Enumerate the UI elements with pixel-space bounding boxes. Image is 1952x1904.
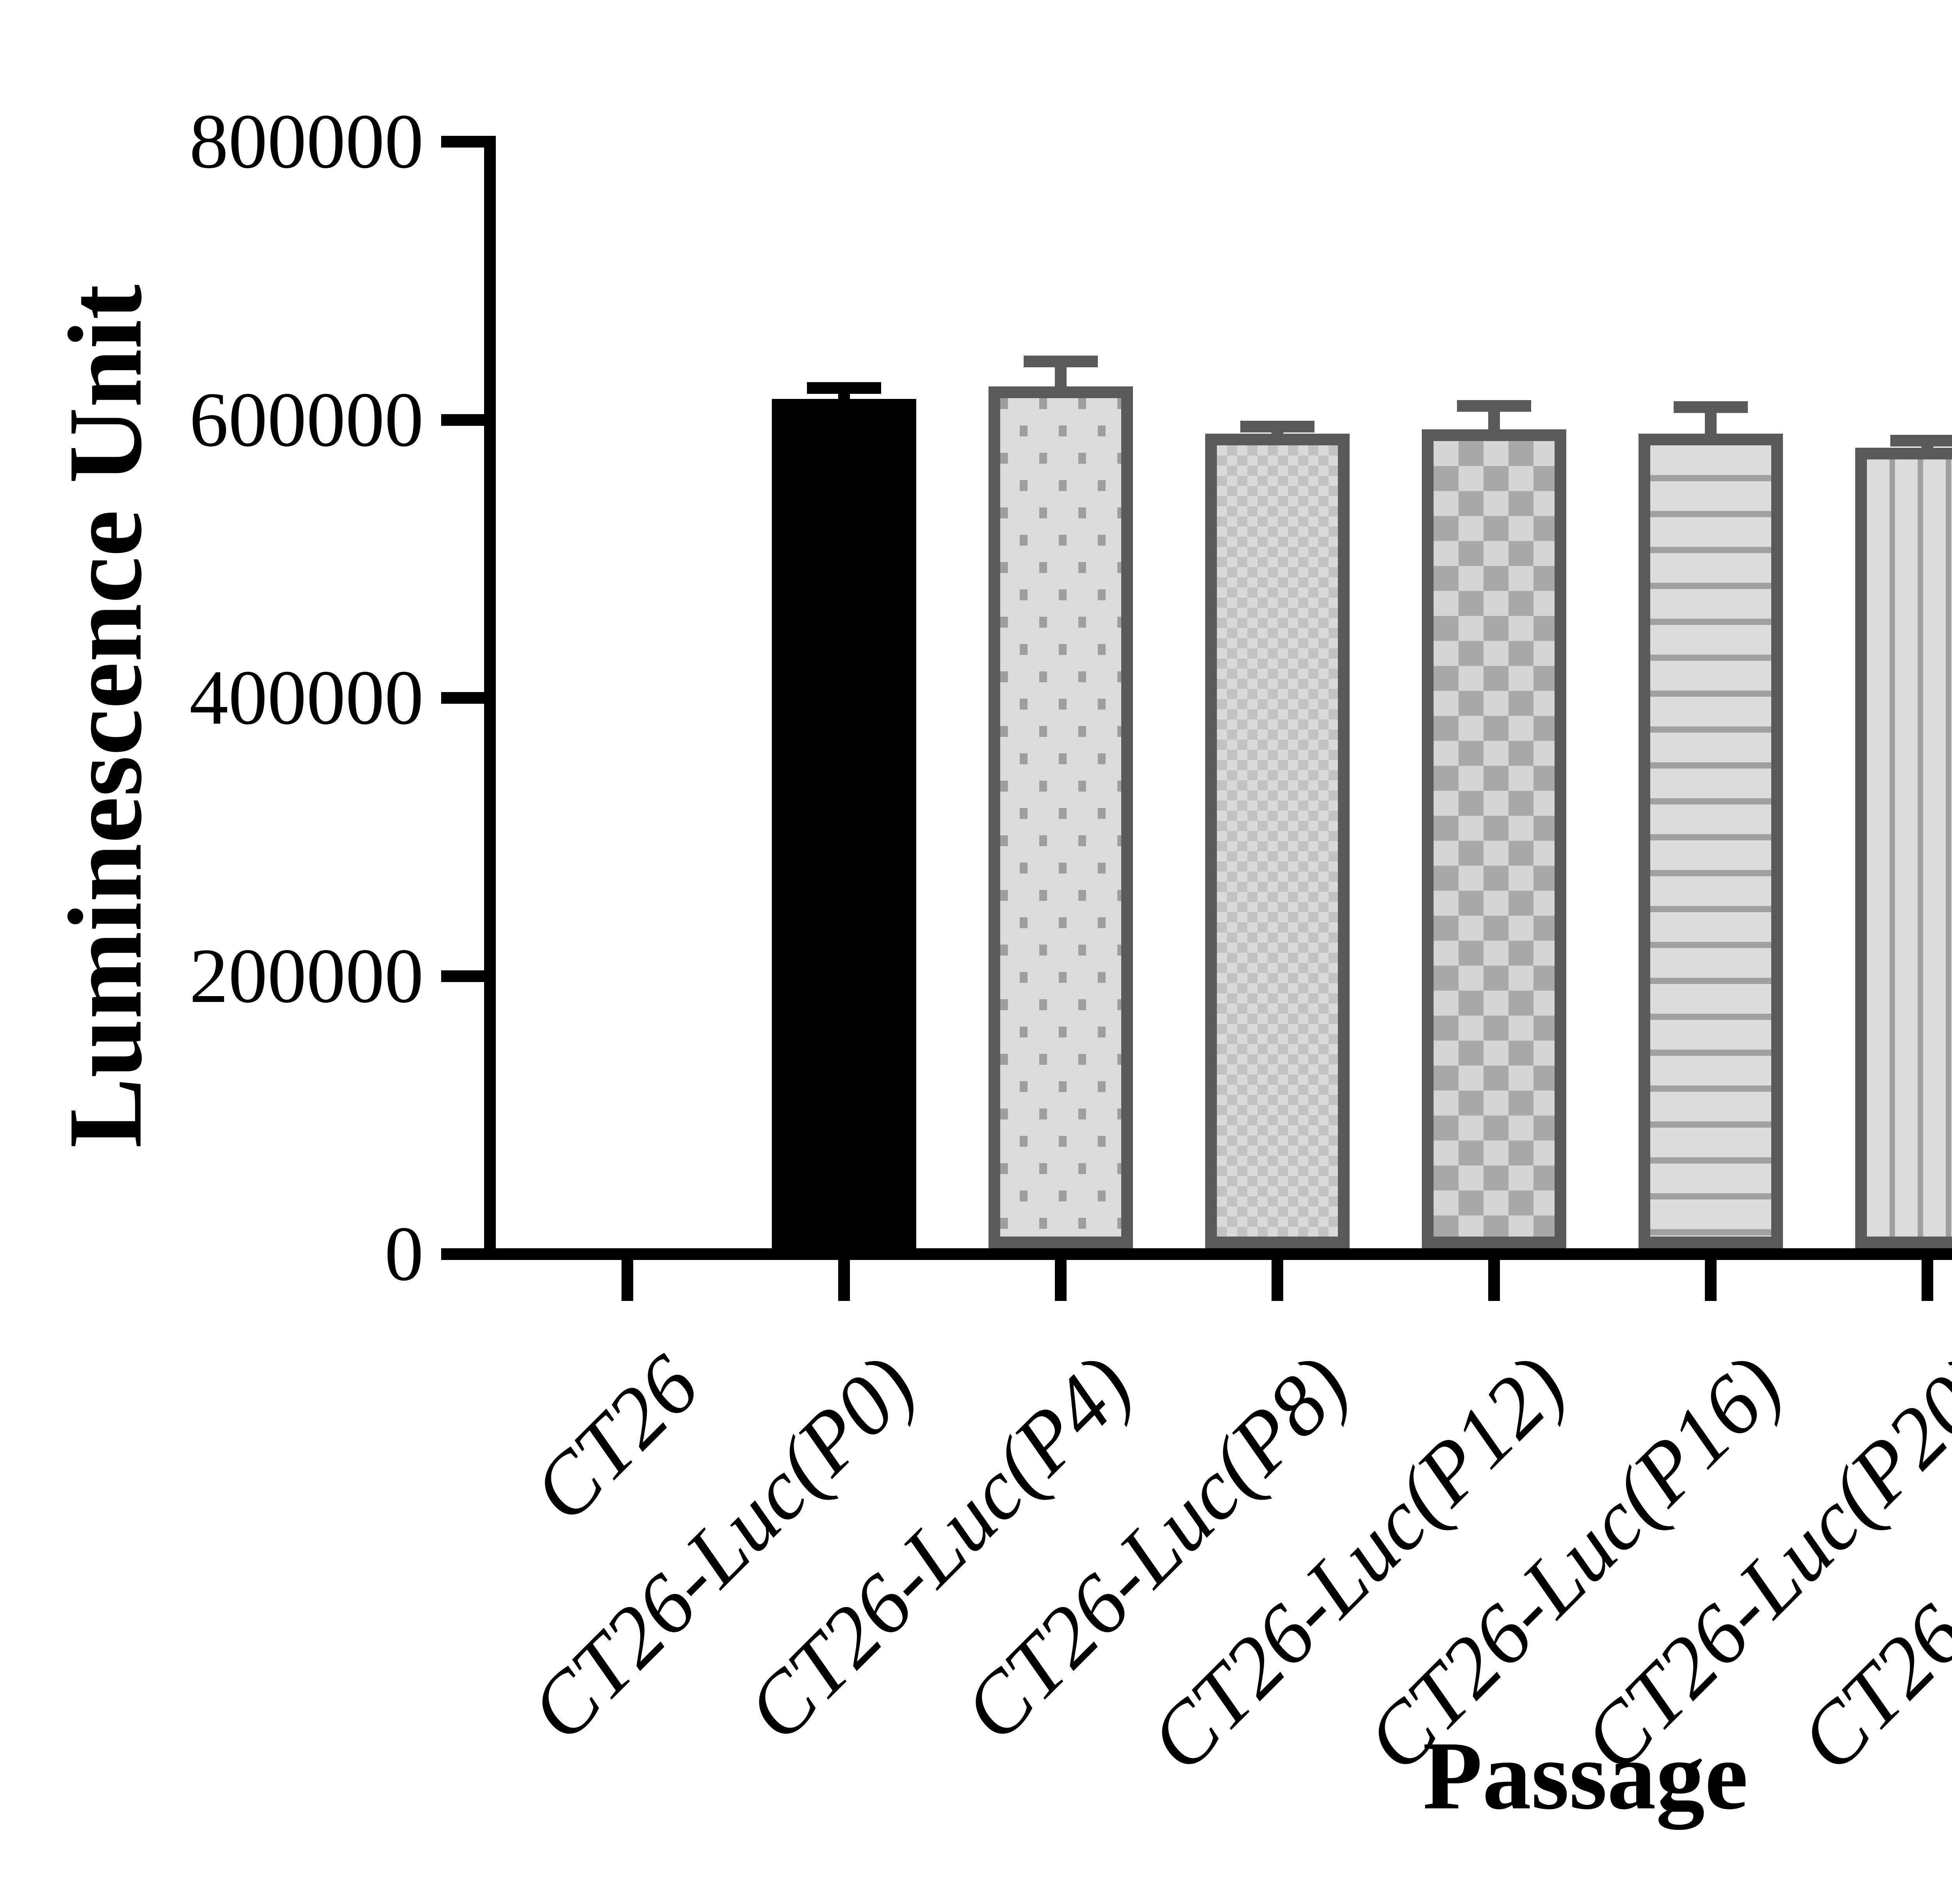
y-axis-tick-800000 — [441, 136, 484, 148]
x-axis-tick-ct26-luc-p8 — [1272, 1260, 1283, 1301]
bar-ct26-luc-p16 — [1639, 434, 1783, 1248]
error-bar-cap-ct26-luc-p4 — [1024, 355, 1098, 367]
y-tick-label-200000: 200000 — [189, 932, 424, 1019]
x-axis-tick-ct26-luc-p16 — [1705, 1260, 1717, 1301]
x-axis-tick-ct26-luc-p12 — [1488, 1260, 1500, 1301]
y-tick-label-800000: 800000 — [189, 98, 424, 185]
x-axis-tick-ct26-luc-p4 — [1055, 1260, 1067, 1301]
error-bar-cap-ct26-luc-p16 — [1674, 401, 1748, 413]
y-axis-tick-600000 — [441, 414, 484, 426]
bar-ct26-luc-p20 — [1855, 447, 1952, 1248]
bar-ct26-luc-p0 — [772, 399, 916, 1248]
x-axis-tick-ct26-luc-p20 — [1922, 1260, 1933, 1301]
plot-area — [484, 136, 1952, 1260]
y-tick-label-600000: 600000 — [189, 376, 424, 463]
x-axis-tick-ct26 — [622, 1260, 633, 1301]
error-bar-cap-ct26-luc-p12 — [1457, 400, 1531, 412]
error-bar-cap-ct26-luc-p8 — [1240, 421, 1314, 433]
y-tick-label-0: 0 — [385, 1211, 424, 1297]
x-axis-title: Passage — [1423, 1722, 1748, 1830]
y-axis-tick-0 — [441, 1248, 484, 1260]
bar-ct26-luc-p12 — [1422, 429, 1566, 1248]
y-axis-tick-200000 — [441, 970, 484, 982]
y-tick-label-400000: 400000 — [189, 655, 424, 741]
y-axis-tick-400000 — [441, 692, 484, 704]
error-bar-cap-ct26-luc-p20 — [1890, 434, 1952, 447]
error-bar-cap-ct26-luc-p0 — [807, 382, 881, 394]
x-axis-tick-ct26-luc-p0 — [838, 1260, 850, 1301]
bar-ct26-luc-p4 — [988, 386, 1133, 1248]
bar-ct26-luc-p8 — [1205, 434, 1350, 1248]
